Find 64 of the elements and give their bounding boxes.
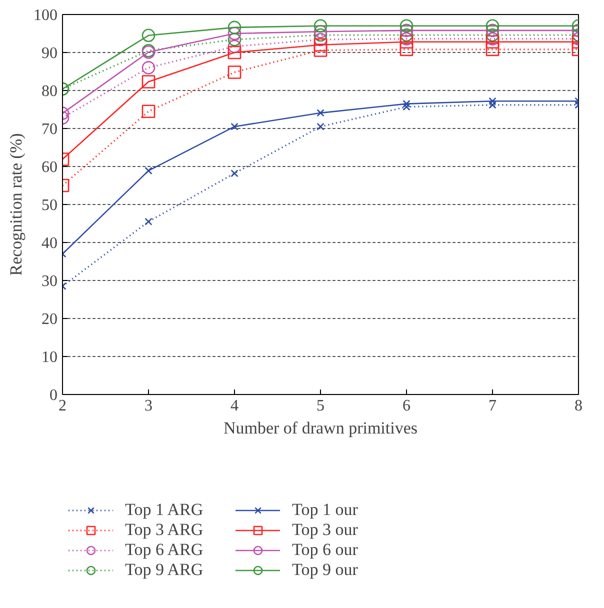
point (486, 42, 500, 56)
point (144, 166, 152, 175)
x-tick-label: 4 (230, 398, 238, 414)
legend-label: Top 9 our (292, 560, 359, 580)
point (314, 32, 328, 46)
point (144, 218, 152, 226)
point (488, 97, 496, 105)
point (228, 26, 242, 40)
point (314, 19, 328, 33)
legend-label: Top 3 ARG (125, 520, 204, 540)
point (314, 24, 328, 38)
point (486, 19, 500, 33)
y-tick-label: 10 (42, 349, 58, 366)
y-axis-title: Recognition rate (%) (6, 133, 26, 276)
y-tick-label: 60 (42, 159, 58, 176)
x-tick-label: 2 (58, 398, 66, 414)
point (228, 32, 242, 46)
y-tick-label: 30 (42, 273, 58, 290)
y-tick-label: 0 (50, 387, 58, 404)
point (400, 28, 414, 42)
point (314, 38, 328, 52)
point (400, 24, 414, 38)
point (142, 61, 156, 74)
point (402, 103, 410, 111)
x-tick-label: 6 (402, 398, 410, 414)
point (230, 122, 238, 130)
point (228, 40, 242, 54)
y-tick-label: 70 (42, 121, 58, 138)
legend-label: Top 3 our (292, 520, 359, 540)
x-tick-label: 3 (144, 398, 152, 414)
point (316, 109, 324, 117)
legend-label: Top 6 our (292, 540, 359, 560)
point (228, 20, 242, 34)
x-axis-title: Number of drawn primitives (223, 418, 418, 438)
point (142, 28, 156, 42)
y-tick-label: 40 (42, 235, 58, 252)
point (228, 66, 242, 79)
x-tick-label: 8 (574, 398, 582, 414)
y-tick-label: 20 (42, 311, 58, 328)
point (400, 19, 414, 33)
point (142, 104, 156, 118)
x-tick-label: 7 (488, 398, 496, 414)
point (486, 35, 500, 49)
point (486, 24, 500, 38)
point (314, 44, 328, 57)
point (142, 75, 156, 88)
point (230, 170, 238, 178)
point (488, 101, 496, 109)
point (400, 35, 414, 49)
y-tick-label: 90 (42, 45, 58, 62)
point (316, 122, 324, 130)
legend-label: Top 9 ARG (125, 560, 204, 580)
point (228, 46, 242, 60)
y-tick-label: 50 (42, 197, 58, 214)
point (402, 100, 410, 108)
point (486, 28, 500, 42)
x-tick-label: 5 (316, 398, 324, 414)
y-tick-label: 80 (42, 83, 58, 100)
y-tick-label: 100 (34, 7, 58, 24)
point (314, 28, 328, 42)
point (400, 42, 414, 56)
legend-label: Top 1 our (292, 500, 359, 520)
legend-label: Top 1 ARG (125, 500, 204, 520)
legend-label: Top 6 ARG (125, 540, 204, 560)
